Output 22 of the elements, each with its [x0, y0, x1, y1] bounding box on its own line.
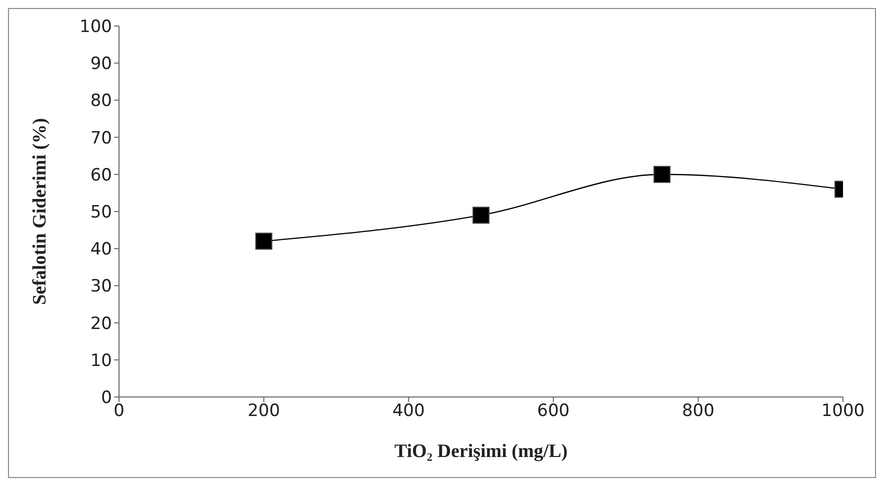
- y-tick-label: 30: [90, 276, 112, 297]
- y-tick-label: 0: [101, 388, 112, 408]
- y-tick-label: 10: [90, 350, 112, 371]
- point: [255, 232, 272, 250]
- x-tick-label: 0: [114, 401, 124, 422]
- point: [654, 166, 670, 183]
- y-tick-label: 60: [90, 165, 112, 186]
- point: [472, 206, 490, 224]
- x-tick-label: 1000: [821, 401, 865, 422]
- y-tick-label: 100: [80, 17, 112, 38]
- y-tick-label: 20: [90, 314, 112, 334]
- x-tick-label: 800: [682, 401, 714, 422]
- x-tick-label: 600: [537, 401, 570, 422]
- x-tick-label: 200: [248, 401, 280, 422]
- y-tick-label: 90: [90, 54, 112, 74]
- x-tick-label: 400: [392, 401, 425, 422]
- y-axis-title: Sefalotin Giderimi (%): [30, 118, 51, 305]
- x-axis-title: TiO₂ Derişimi (mg/L): [394, 441, 568, 462]
- y-tick-label: 50: [90, 202, 112, 223]
- y-tick-label: 80: [90, 91, 112, 112]
- y-tick-label: 40: [90, 240, 112, 260]
- y-tick-label: 70: [90, 128, 112, 148]
